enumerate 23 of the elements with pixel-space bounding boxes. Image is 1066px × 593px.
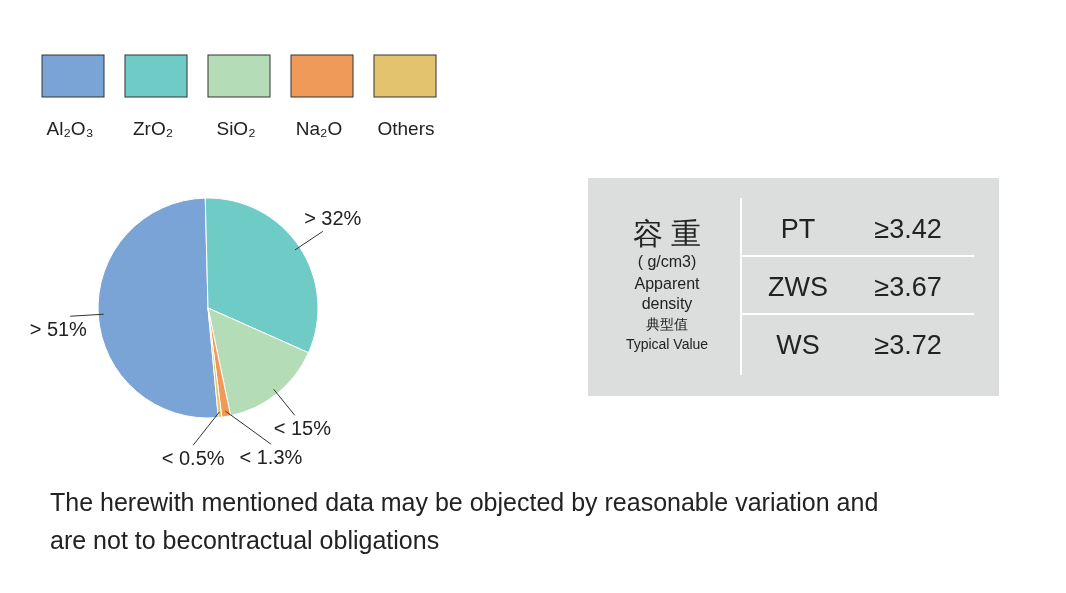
legend-label: Others (377, 118, 435, 139)
legend-label: ZrO₂ (132, 118, 174, 139)
legend-label: Na₂O (295, 118, 343, 139)
category-label: ZWS (768, 272, 828, 302)
text: Typical Value (625, 336, 709, 352)
text: The herewith mentioned data may be objected by reasonable variation and are not to becontractual obligations (50, 488, 879, 554)
data-label: < 1.3% (239, 446, 303, 469)
text: ≥3.67 (874, 272, 942, 302)
text: ≥3.42 (874, 214, 942, 244)
text: 容 重 (632, 217, 702, 250)
data-label: < 15% (273, 417, 332, 440)
data-label: > 51% (29, 318, 88, 341)
text: ( g/cm3) (637, 253, 697, 270)
data-label: > 32% (304, 207, 362, 230)
data-label: < 0.5% (161, 447, 225, 470)
category-label: PT (780, 214, 816, 244)
legend-label: SiO₂ (216, 118, 256, 139)
text: Apparent (634, 275, 701, 292)
text: density (641, 295, 693, 312)
text: ≥3.72 (874, 330, 942, 360)
legend-label: Al₂O₃ (46, 118, 94, 139)
text: 典型值 (646, 316, 688, 332)
category-label: WS (776, 330, 820, 360)
